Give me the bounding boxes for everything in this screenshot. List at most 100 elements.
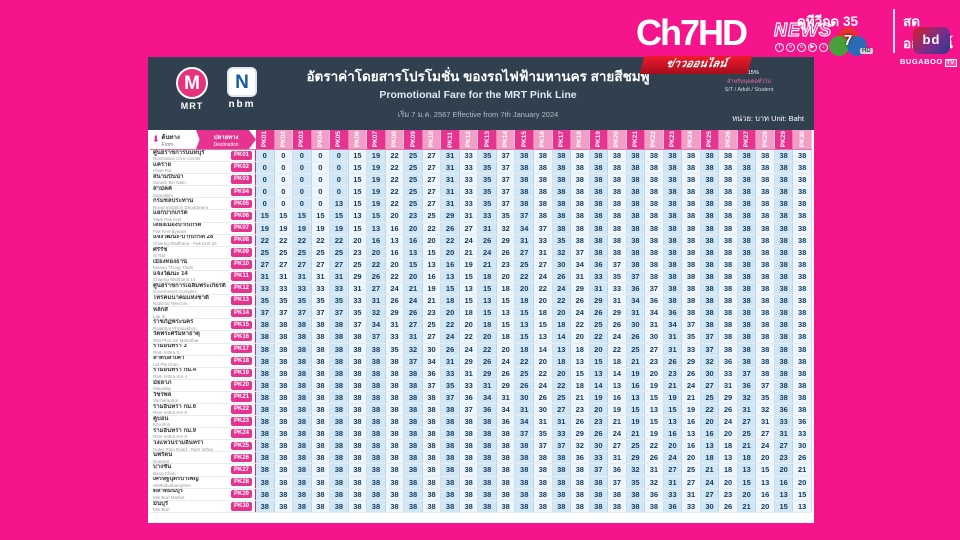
fare-cell-PK05-PK13: 35 [478,198,497,210]
fare-cell-PK09-PK02: 25 [274,246,294,258]
fare-cell-PK12-PK29: 38 [774,283,794,295]
fare-cell-PK22-PK09: 38 [404,403,423,416]
fare-cell-PK09-PK21: 38 [626,246,646,258]
fare-cell-PK29-PK21: 38 [626,488,646,500]
fare-cell-PK27-PK20: 36 [608,464,627,476]
fare-cell-PK22-PK14: 34 [496,403,516,416]
fare-cell-PK16-PK03: 38 [293,331,312,343]
fare-cell-PK12-PK30: 38 [793,283,812,295]
fare-cell-PK25-PK30: 30 [793,440,812,452]
fare-cell-PK26-PK28: 20 [756,452,775,464]
station-name-english: Khu Bon [153,422,171,428]
fare-cell-PK27-PK27: 13 [737,464,757,476]
origin-label: ⬇ ต้นทาง From [150,130,196,149]
poster-title-thai: อัตราค่าโดยสารโปรโมชั่น ของรถไฟฟ้ามหานคร… [306,69,650,84]
col-header-label: PK01 [261,131,269,148]
fare-cell-PK11-PK08: 22 [385,270,405,283]
fare-cell-PK07-PK20: 38 [608,222,627,234]
station-code-badge: PK29 [230,489,252,499]
fare-cell-PK24-PK08: 38 [385,428,405,440]
fare-cell-PK15-PK21: 30 [626,319,646,331]
fare-cell-PK15-PK26: 38 [719,319,738,331]
fare-cell-PK27-PK10: 38 [422,464,442,476]
station-name-thai: นพรัตน์ [153,452,173,459]
fare-cell-PK16-PK22: 30 [645,331,664,343]
col-header-label: PK06 [353,131,361,148]
station-name-PK15: ราชภัฏพระนคร Rajabhat Phranakhon [150,319,228,331]
fare-cell-PK06-PK04: 15 [311,210,331,222]
fare-cell-PK03-PK07: 19 [367,174,386,186]
fare-cell-PK14-PK12: 18 [459,307,479,319]
fare-cell-PK25-PK06: 38 [348,440,368,452]
station-name-PK17: รามอินทรา 3 Ram Inthra 3 [150,343,228,355]
fare-cell-PK21-PK27: 32 [737,391,757,403]
fare-cell-PK15-PK01: 38 [256,319,275,331]
fare-cell-PK04-PK11: 31 [441,186,460,198]
fare-cell-PK09-PK24: 38 [682,246,701,258]
fare-cell-PK12-PK24: 38 [682,283,701,295]
fare-cell-PK11-PK20: 35 [608,270,627,283]
fare-cell-PK23-PK14: 36 [496,416,516,428]
fare-cell-PK08-PK26: 38 [719,234,738,246]
fare-cell-PK16-PK09: 31 [404,331,423,343]
fare-cell-PK27-PK16: 38 [533,464,553,476]
fare-cell-PK08-PK19: 38 [589,234,609,246]
fare-cell-PK04-PK19: 38 [589,186,609,198]
fare-cell-PK30-PK18: 38 [571,500,590,512]
fare-cell-PK17-PK13: 22 [478,343,497,355]
col-header-PK25: PK25 [700,130,720,149]
fare-cell-PK04-PK12: 33 [459,186,479,198]
fare-cell-PK05-PK08: 22 [385,198,405,210]
station-name-thai: แยกปากเกร็ด [153,210,188,217]
fare-cell-PK14-PK01: 37 [256,307,275,319]
station-code-badge: PK13 [230,296,252,305]
fare-cell-PK19-PK24: 26 [682,367,701,379]
fare-cell-PK18-PK18: 13 [571,355,590,367]
facebook-icon: f [775,43,784,52]
fare-cell-PK23-PK13: 38 [478,416,497,428]
fare-cell-PK02-PK22: 38 [645,162,664,174]
fare-cell-PK16-PK20: 24 [608,331,627,343]
fare-cell-PK15-PK18: 22 [571,319,590,331]
destination-label-th: ปลายทาง [213,134,239,141]
fare-cell-PK16-PK07: 37 [367,331,386,343]
station-name-thai: สนามบินน้ำ [153,174,184,180]
fare-cell-PK28-PK21: 35 [626,476,646,488]
fare-cell-PK06-PK09: 23 [404,210,423,222]
fare-cell-PK12-PK20: 33 [608,283,627,295]
fare-cell-PK19-PK01: 38 [256,367,275,379]
fare-cell-PK15-PK08: 31 [385,319,405,331]
fare-cell-PK02-PK02: 0 [274,162,294,174]
col-header-label: PK09 [409,131,417,148]
fare-cell-PK17-PK18: 18 [571,343,590,355]
fare-cell-PK18-PK01: 38 [256,355,275,367]
station-name-thai: ราชภัฏพระนคร [153,319,194,326]
fare-cell-PK22-PK13: 36 [478,403,497,416]
station-name-english: Bang Chan [153,470,176,476]
table-row-PK26: นพรัตน์ Noparat PK26 38 38 38 38 38 38 38 38 38 38 38… [150,452,812,465]
fare-cell-PK17-PK27: 38 [737,343,757,355]
fare-cell-PK04-PK08: 22 [385,186,405,198]
fare-cell-PK09-PK19: 38 [589,246,609,258]
fare-cell-PK14-PK07: 32 [367,307,386,319]
fare-cell-PK30-PK29: 15 [774,500,794,512]
fare-cell-PK19-PK30: 38 [793,367,812,379]
fare-cell-PK05-PK14: 37 [496,198,516,210]
fare-cell-PK30-PK07: 38 [367,500,386,512]
fare-cell-PK05-PK06: 15 [348,198,368,210]
fare-cell-PK24-PK06: 38 [348,428,368,440]
fare-cell-PK13-PK17: 22 [552,295,572,307]
fare-cell-PK30-PK08: 38 [385,500,405,512]
fare-cell-PK05-PK22: 38 [645,198,664,210]
fare-cell-PK18-PK04: 38 [311,355,331,367]
station-name-english: Ram Inthra Km.9 [153,434,188,440]
fare-cell-PK09-PK30: 38 [793,246,812,258]
fare-cell-PK04-PK25: 38 [700,186,720,198]
fare-cell-PK09-PK09: 13 [404,246,423,258]
fare-cell-PK22-PK21: 15 [626,403,646,416]
col-header-label: PK17 [557,131,565,148]
table-row-PK04: สามัคคี Samakkhi PK04 0 0 0 0 0 15 19 22 25 27 31 33 35… [150,186,812,199]
station-badge-cell: PK16 [228,331,256,343]
fare-cell-PK19-PK27: 37 [737,367,757,379]
col-header-PK16: PK16 [533,130,553,149]
